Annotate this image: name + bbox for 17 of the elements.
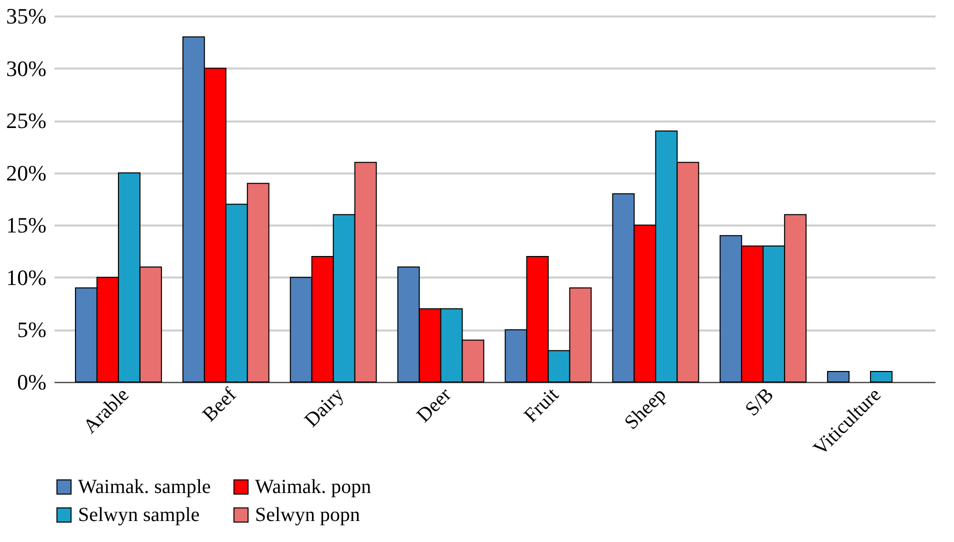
x-tick-label: Fruit [520, 383, 564, 427]
x-tick-label: Deer [412, 384, 456, 427]
legend-label: Selwyn popn [255, 504, 360, 526]
y-tick-label: 25% [6, 108, 46, 134]
x-tick-label: S/B [741, 384, 778, 421]
bar [870, 371, 893, 382]
y-tick-label: 0% [17, 370, 46, 394]
y-tick-label: 20% [6, 160, 46, 186]
y-tick-label: 5% [17, 317, 46, 342]
y-tick-label: 35% [6, 4, 46, 28]
bar [827, 371, 850, 382]
y-tick-label: 10% [6, 264, 46, 290]
legend-label: Waimak. sample [78, 476, 211, 498]
legend-label: Selwyn sample [78, 504, 200, 526]
y-tick-label: 15% [6, 212, 46, 238]
y-tick-label: 30% [6, 56, 46, 81]
legend-label: Waimak. popn [255, 476, 372, 498]
